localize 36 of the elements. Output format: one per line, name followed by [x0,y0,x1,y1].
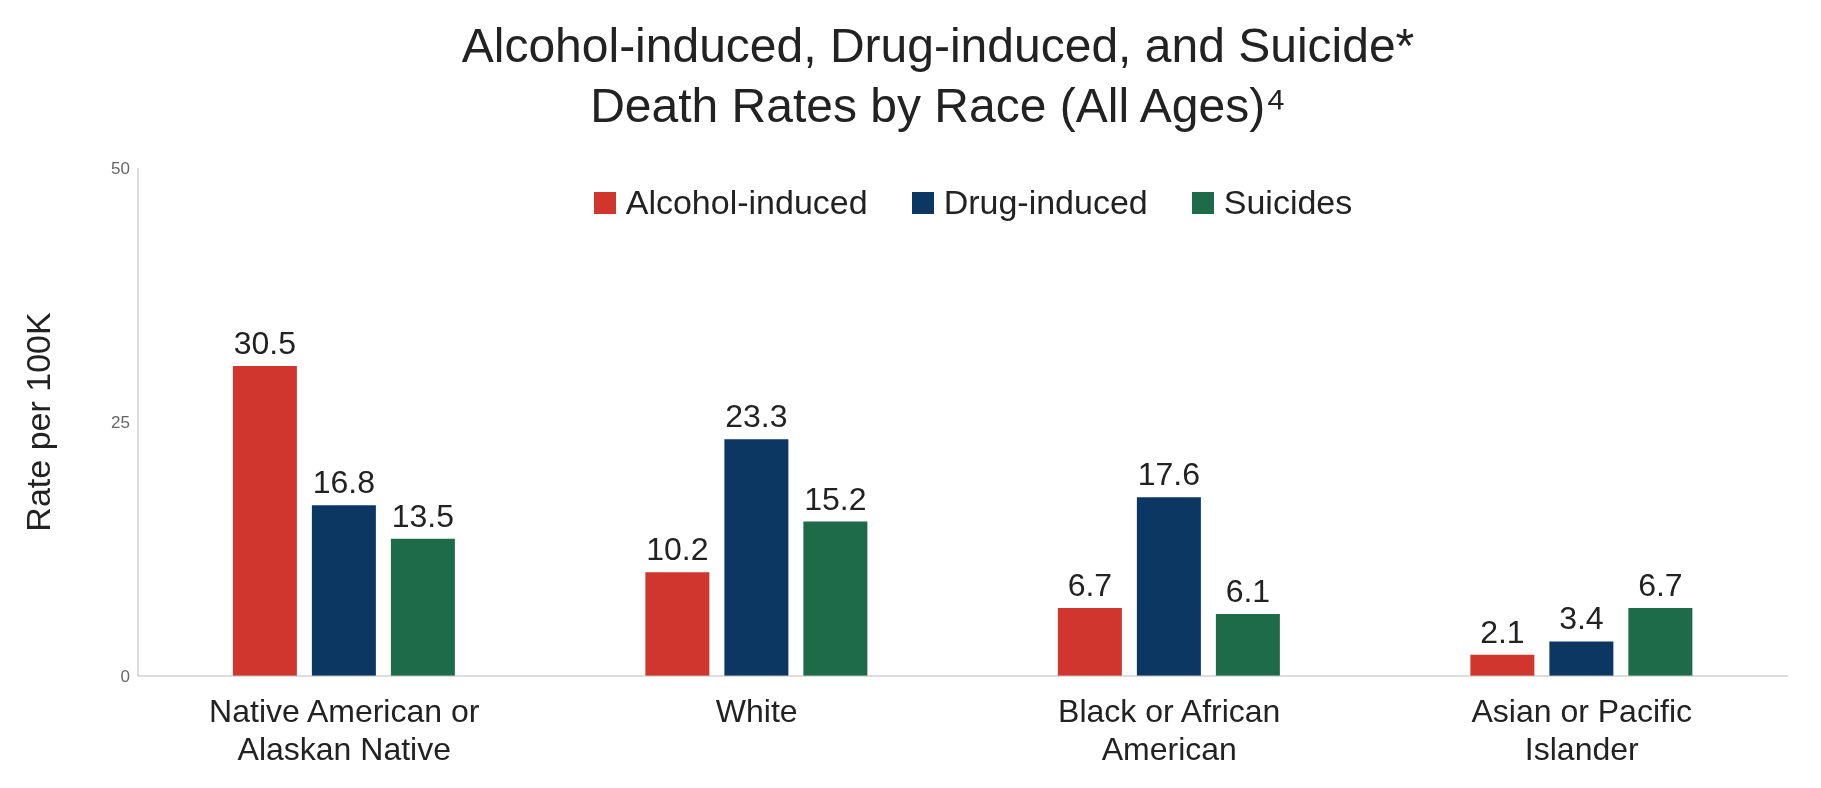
bar [1136,497,1201,676]
x-tick-label: Native American or Alaskan Native [209,693,480,767]
data-label: 6.7 [1067,566,1113,603]
bar [1628,607,1693,676]
legend-label: Suicides [1223,183,1353,222]
y-axis-title: Rate per 100K [19,312,58,532]
y-tick-label: 0 [120,667,130,687]
data-label: 30.5 [233,325,297,362]
bar [1549,641,1614,676]
x-tick-label: Asian or Pacific Islander [1471,693,1693,767]
data-label: 10.2 [646,531,709,568]
legend-label: Drug-induced [943,183,1148,222]
bar [390,538,455,676]
bar [803,521,868,676]
bar [724,439,789,676]
data-label: 2.1 [1480,613,1525,650]
y-tick-label: 50 [111,159,130,179]
bar [1470,654,1535,676]
data-label: 15.2 [804,480,867,517]
data-label: 16.8 [312,464,376,501]
data-label: 13.5 [391,497,455,534]
legend-label: Alcohol-induced [625,183,868,222]
bar [1057,607,1122,676]
data-label: 6.1 [1225,573,1271,610]
data-label: 17.6 [1137,456,1201,493]
x-tick-label: Black or African American [1058,693,1281,767]
x-tick-label: White [715,693,798,729]
bar [645,572,710,676]
y-tick-label: 25 [111,413,130,433]
data-label: 23.3 [725,398,788,435]
bar [311,505,376,676]
data-label: 6.7 [1638,566,1683,603]
bar [1215,614,1280,676]
bar [232,366,297,676]
chart-title: Alcohol-induced, Drug-induced, and Suicide* Death Rates by Race (All Ages)⁴ [460,18,1416,134]
data-label: 3.4 [1559,600,1604,637]
